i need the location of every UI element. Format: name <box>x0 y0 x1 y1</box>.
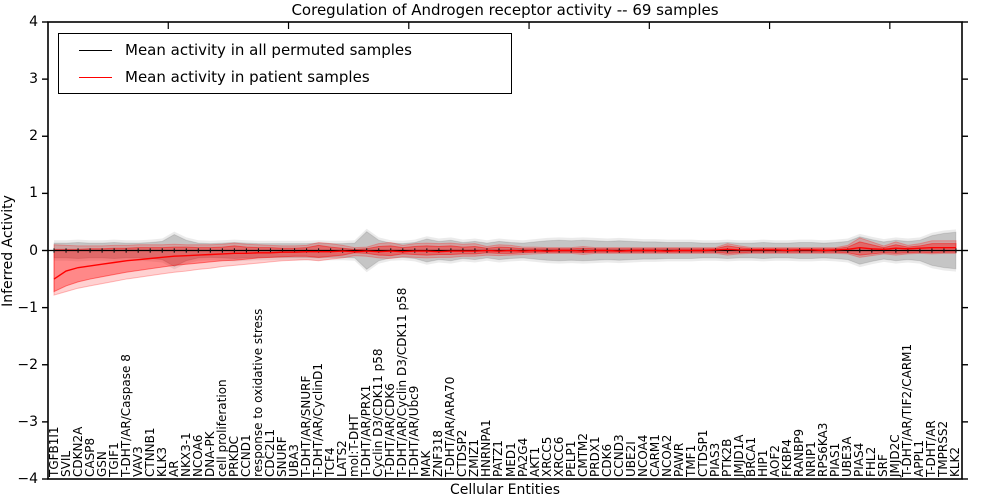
y-tick-label: −2 <box>17 356 38 373</box>
chart-title: Coregulation of Androgen receptor activi… <box>291 1 719 19</box>
x-axis-label: Cellular Entities <box>449 482 561 498</box>
legend-label-permuted: Mean activity in all permuted samples <box>125 41 412 59</box>
y-tick-label: 1 <box>29 185 38 202</box>
patient-line-swatch <box>79 76 112 78</box>
legend-label-patient: Mean activity in patient samples <box>125 68 370 86</box>
permuted-line-swatch <box>79 49 112 51</box>
y-tick-label: 0 <box>29 242 38 259</box>
y-tick-label: −1 <box>17 299 38 316</box>
legend-item-patient: Mean activity in patient samples <box>59 64 511 90</box>
y-tick-label: 3 <box>29 71 38 88</box>
legend-box: Mean activity in all permuted samples Me… <box>58 33 512 94</box>
y-tick-label: −4 <box>17 471 38 487</box>
y-tick-label: 4 <box>29 14 38 30</box>
y-tick-label: 2 <box>29 128 38 145</box>
legend-item-permuted: Mean activity in all permuted samples <box>59 37 511 63</box>
y-tick-label: −3 <box>17 413 38 430</box>
x-tick-label: KLK2 <box>948 446 963 477</box>
patient-mean-line <box>53 246 956 280</box>
